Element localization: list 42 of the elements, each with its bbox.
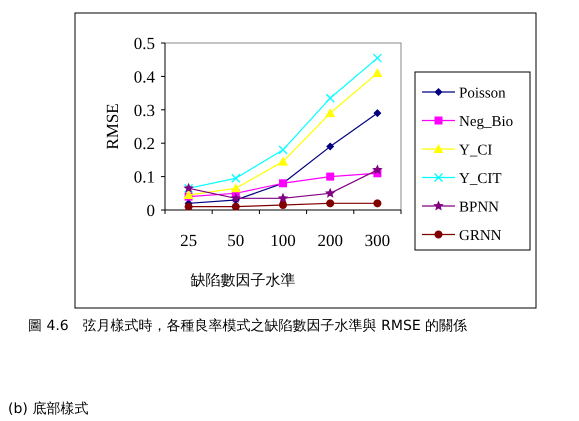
x-tick-label: 300 — [364, 231, 390, 250]
legend-label: GRNN — [459, 228, 502, 244]
point — [278, 192, 288, 203]
y-tick-label: 0.5 — [134, 34, 155, 53]
point — [326, 172, 334, 181]
y-axis-title: RMSE — [103, 103, 122, 150]
y-tick-label: 0.4 — [134, 67, 156, 86]
point — [326, 199, 334, 208]
point — [325, 108, 336, 118]
point — [230, 192, 242, 203]
point — [278, 145, 288, 155]
point — [326, 93, 335, 103]
y-tick-label: 0.3 — [134, 100, 155, 120]
legend-label: Y_CI — [459, 142, 492, 158]
point — [326, 142, 334, 151]
legend-label: BPNN — [459, 199, 500, 216]
point — [184, 202, 193, 211]
x-tick-label: 200 — [317, 231, 343, 250]
caption: 圖 4.6 弦月樣式時，各種良率模式之缺陷數因子水準與 RMSE 的關係 — [28, 318, 468, 334]
legend-label: Poisson — [459, 85, 506, 102]
y-tick-label: 0.1 — [134, 168, 155, 187]
point — [372, 164, 383, 174]
x-tick-label: 25 — [180, 231, 198, 250]
y-tick-label: 0 — [146, 200, 155, 220]
point — [373, 199, 382, 208]
point — [372, 53, 382, 63]
y-tick-label: 0.2 — [134, 134, 155, 154]
point — [372, 68, 382, 78]
x-tick-label: 100 — [270, 231, 296, 250]
point — [278, 156, 288, 166]
point — [279, 200, 287, 209]
point — [231, 174, 240, 183]
x-tick-label: 50 — [227, 231, 244, 250]
x-axis-title: 缺陷數因子水準 — [190, 271, 296, 289]
point — [324, 188, 336, 198]
legend-label: Neg_Bio — [459, 114, 514, 130]
point — [184, 190, 194, 199]
point — [373, 109, 382, 118]
legend-label: Y_CIT — [459, 170, 502, 187]
text: (b) 底部樣式 — [8, 401, 88, 417]
point — [230, 183, 241, 192]
point — [232, 202, 240, 211]
